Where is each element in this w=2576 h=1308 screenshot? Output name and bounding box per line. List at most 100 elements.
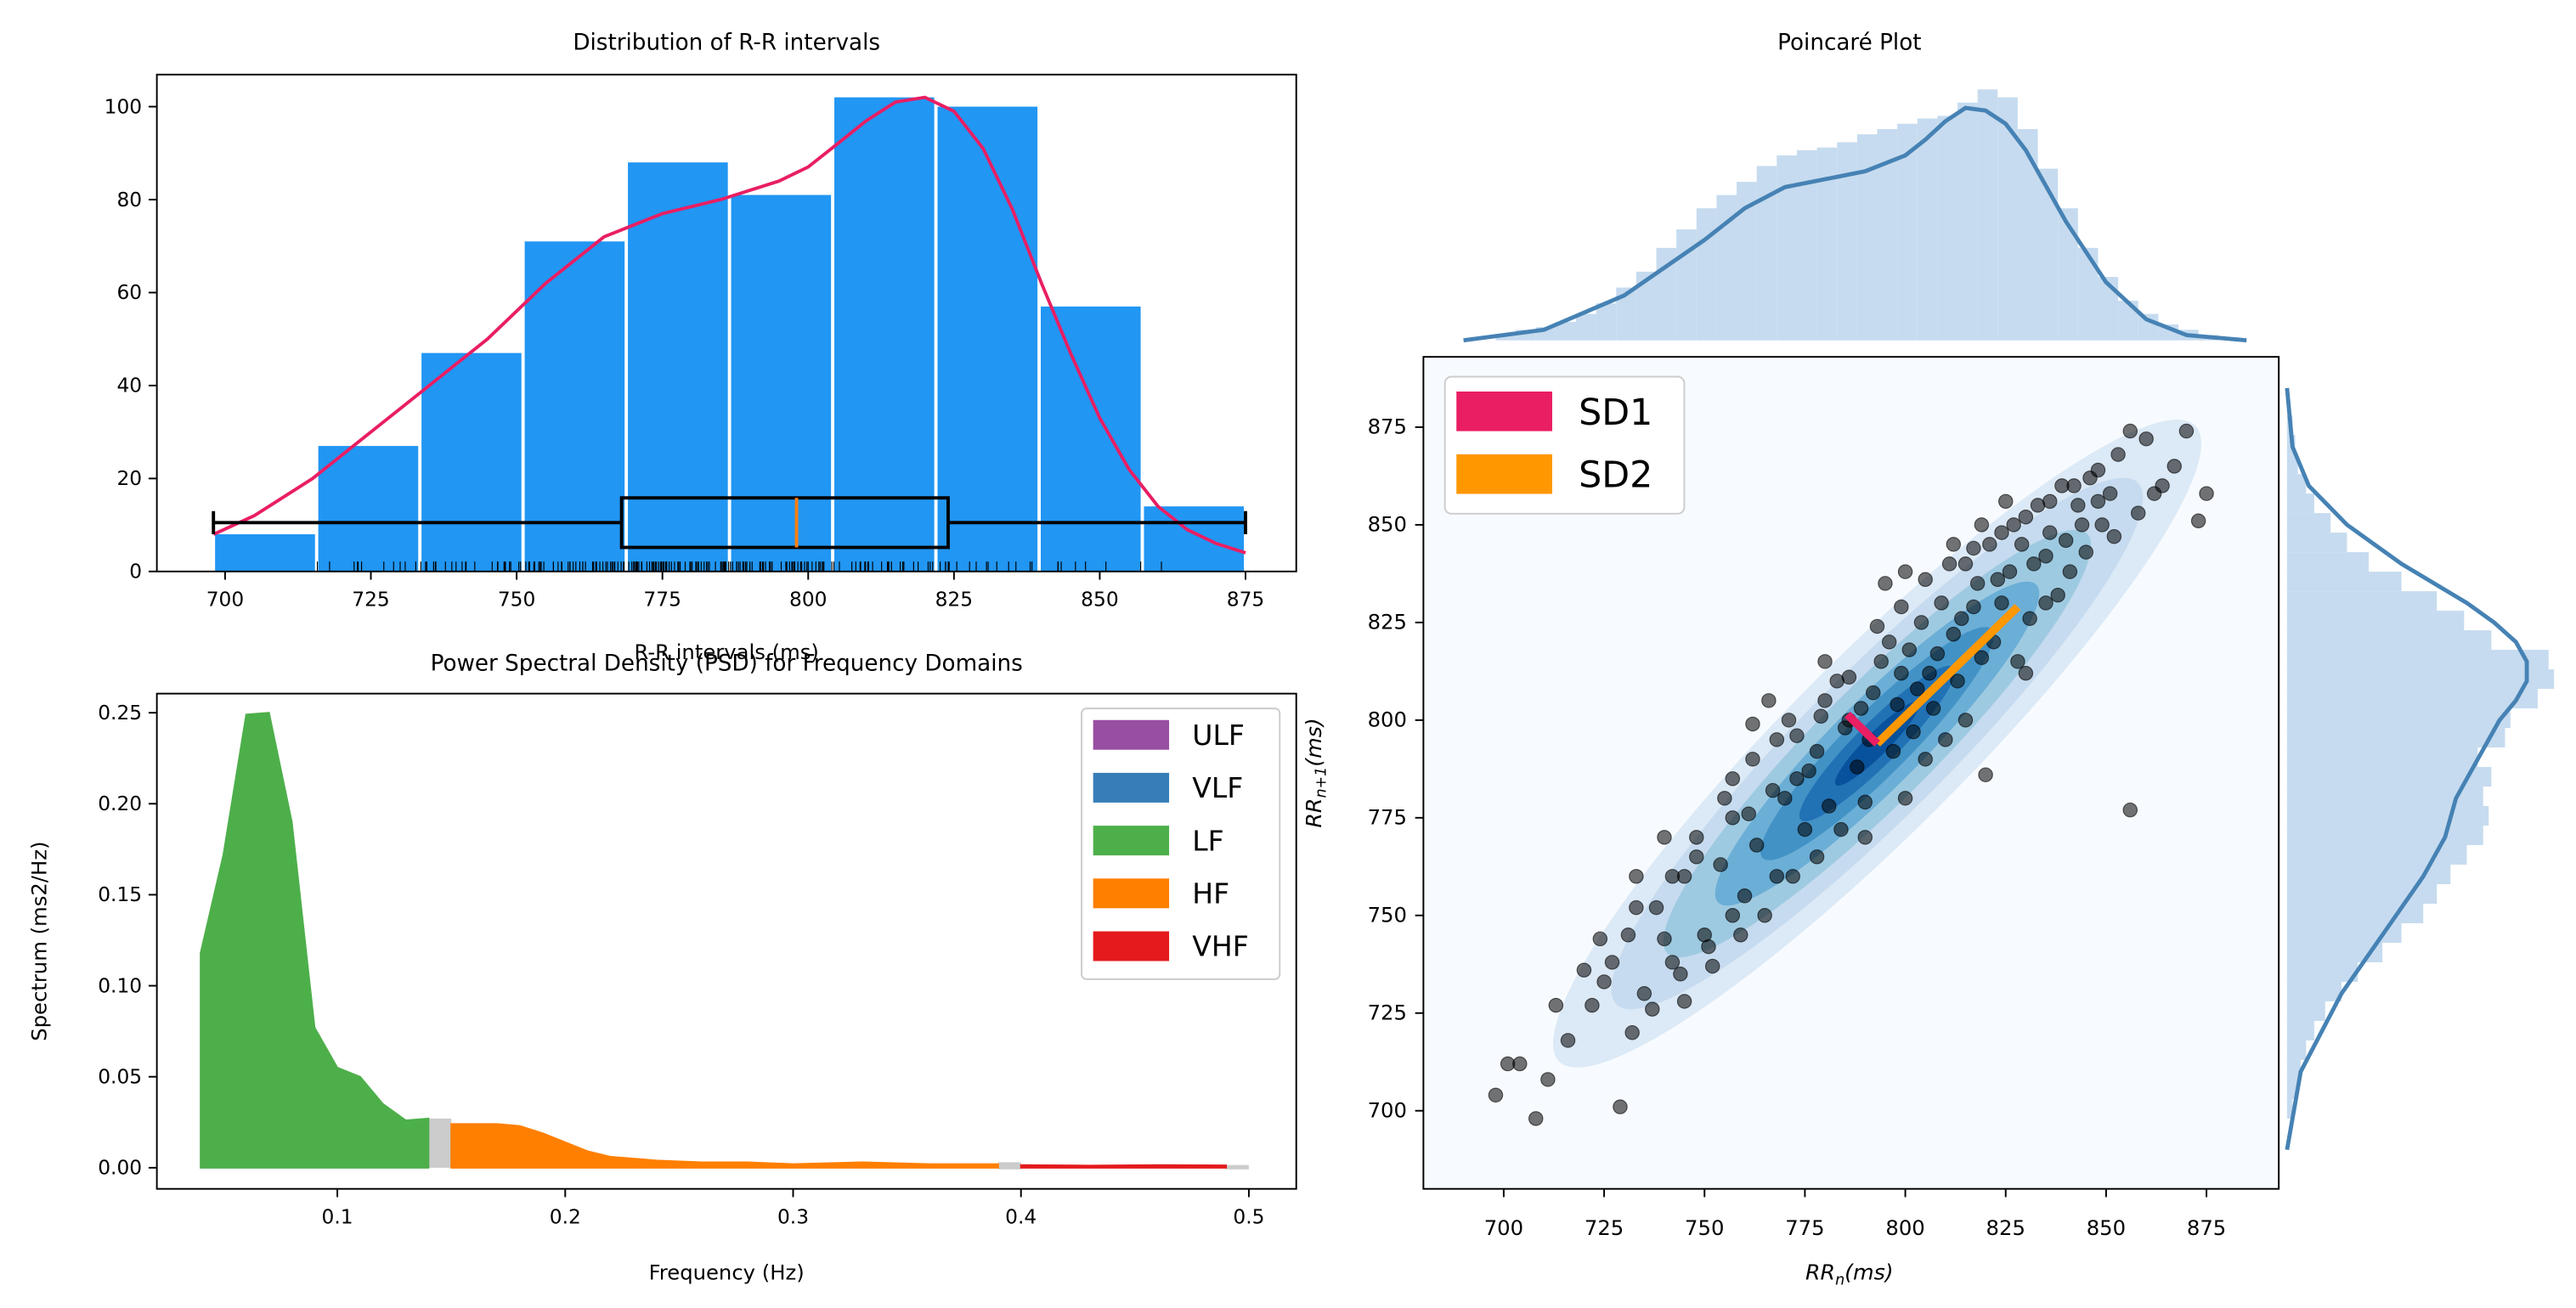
poincare-point <box>2014 537 2030 552</box>
poincare-point <box>2002 564 2018 579</box>
poincare-point <box>1957 713 1974 728</box>
poincare-point <box>1757 908 1772 923</box>
histogram-bar <box>318 446 419 572</box>
marginal-y-bar <box>2286 904 2424 923</box>
psd-yticks: 0.00 0.05 0.10 0.15 0.20 0.25 <box>98 702 157 1180</box>
marginal-y-kde <box>2285 387 2529 1151</box>
poincare-point <box>1918 752 1933 767</box>
poincare-point <box>1741 806 1756 821</box>
poincare-point <box>1737 888 1753 904</box>
poincare-point <box>1645 1001 1660 1017</box>
poincare-point <box>1624 1025 1640 1040</box>
poincare-point <box>2022 611 2037 627</box>
poincare-point <box>1748 837 1765 853</box>
poincare-point <box>1894 665 1909 681</box>
legend-swatch-lf <box>1093 826 1170 856</box>
poincare-point <box>1713 857 1728 872</box>
poincare-point <box>2090 493 2106 510</box>
poincare-point <box>1613 1099 1628 1114</box>
marginal-y-bar <box>2286 669 2555 690</box>
poincare-point <box>1761 693 1777 708</box>
poincare-points <box>1488 423 2214 1126</box>
poincare-point <box>1604 955 1620 970</box>
poincare-point <box>2090 462 2106 478</box>
poincare-point <box>1676 994 1692 1009</box>
poincare-point <box>1922 665 1937 681</box>
xtick-label: 775 <box>1785 1215 1824 1240</box>
rr-histogram-bars <box>215 97 1245 572</box>
psd-ylabel: Spectrum (ms2/Hz) <box>26 842 51 1041</box>
xtick-label: 875 <box>1227 589 1264 612</box>
poincare-point <box>2026 556 2042 572</box>
poincare-point <box>1946 626 1962 642</box>
marginal-y-bar <box>2286 942 2383 962</box>
poincare-point <box>1596 974 1612 989</box>
poincare-point <box>1913 615 1929 630</box>
marginal-y-bar <box>2286 689 2538 709</box>
poincare-point <box>1797 821 1813 837</box>
legend-label-hf: HF <box>1192 877 1229 910</box>
legend-swatch-vlf <box>1093 772 1170 803</box>
marginal-y-bar <box>2286 806 2489 826</box>
poincare-point <box>2058 533 2074 549</box>
poincare-point <box>2038 595 2053 611</box>
marginal-x-bar <box>1596 303 1617 341</box>
poincare-point <box>1994 595 2009 611</box>
poincare-point <box>2138 431 2154 447</box>
xtick-label: 775 <box>643 589 681 612</box>
xtick-label: 800 <box>1885 1215 1924 1240</box>
poincare-point <box>1689 849 1704 865</box>
poincare-point <box>1777 791 1793 806</box>
psd-title: Power Spectral Density (PSD) for Frequen… <box>431 651 1023 676</box>
poincare-point <box>1857 794 1873 810</box>
legend-label-lf: LF <box>1192 824 1223 857</box>
poincare-point <box>1769 869 1785 884</box>
poincare-point <box>1629 899 1644 916</box>
poincare-point <box>1576 962 1592 978</box>
marginal-x-bar <box>1877 128 1898 341</box>
poincare-point <box>2042 525 2058 540</box>
poincare-point <box>1978 767 1993 782</box>
marginal-y-bar <box>2286 786 2483 807</box>
xtick-label: 825 <box>935 589 973 612</box>
marginal-x-kde <box>1463 105 2247 343</box>
poincare-point <box>1817 693 1833 708</box>
poincare-point <box>2050 587 2065 603</box>
legend-label-sd2: SD2 <box>1579 454 1652 497</box>
histogram-bar <box>1040 306 1141 572</box>
ytick-label: 0.00 <box>98 1157 142 1180</box>
marginal-x-bar <box>1816 147 1838 341</box>
poincare-point <box>1901 642 1918 657</box>
ytick-label: 0 <box>129 561 142 584</box>
marginal-x-bar <box>1897 123 1918 341</box>
marginal-x-bar <box>2017 128 2038 341</box>
xtick-label: 750 <box>498 589 536 612</box>
poincare-point <box>1850 759 1865 775</box>
poincare-point <box>1809 849 1825 865</box>
poincare-point <box>1512 1056 1528 1072</box>
marginal-y-bar <box>2286 591 2438 612</box>
rr-kde-line <box>212 95 1246 555</box>
poincare-point <box>1725 810 1741 826</box>
poincare-point <box>1938 732 1953 747</box>
ytick-label: 0.05 <box>98 1065 142 1088</box>
boxplot-box <box>619 496 950 550</box>
marginal-y-bar <box>2286 650 2549 670</box>
poincare-point <box>1997 493 2014 510</box>
poincare-point <box>1918 572 1933 588</box>
marginal-x-bar <box>2058 208 2078 341</box>
poincare-point <box>2199 486 2214 501</box>
poincare-point <box>2074 517 2090 533</box>
rr-histogram-xticks: 700 725 750 775 800 825 850 875 <box>206 571 1264 612</box>
poincare-point <box>2122 802 2138 818</box>
poincare-point <box>1528 1111 1544 1126</box>
poincare-point <box>1560 1033 1576 1048</box>
poincare-point <box>2106 528 2122 544</box>
poincare-point <box>2070 498 2086 513</box>
xtick-label: 875 <box>2187 1215 2226 1240</box>
marginal-y-bar <box>2286 826 2483 846</box>
psd-legend: ULF VLF LF HF VHF <box>1081 708 1281 980</box>
marginal-y-bar <box>2286 552 2370 572</box>
marginal-y-bar <box>2286 1020 2314 1040</box>
psd-panel: Power Spectral Density (PSD) for Frequen… <box>26 651 1297 1285</box>
